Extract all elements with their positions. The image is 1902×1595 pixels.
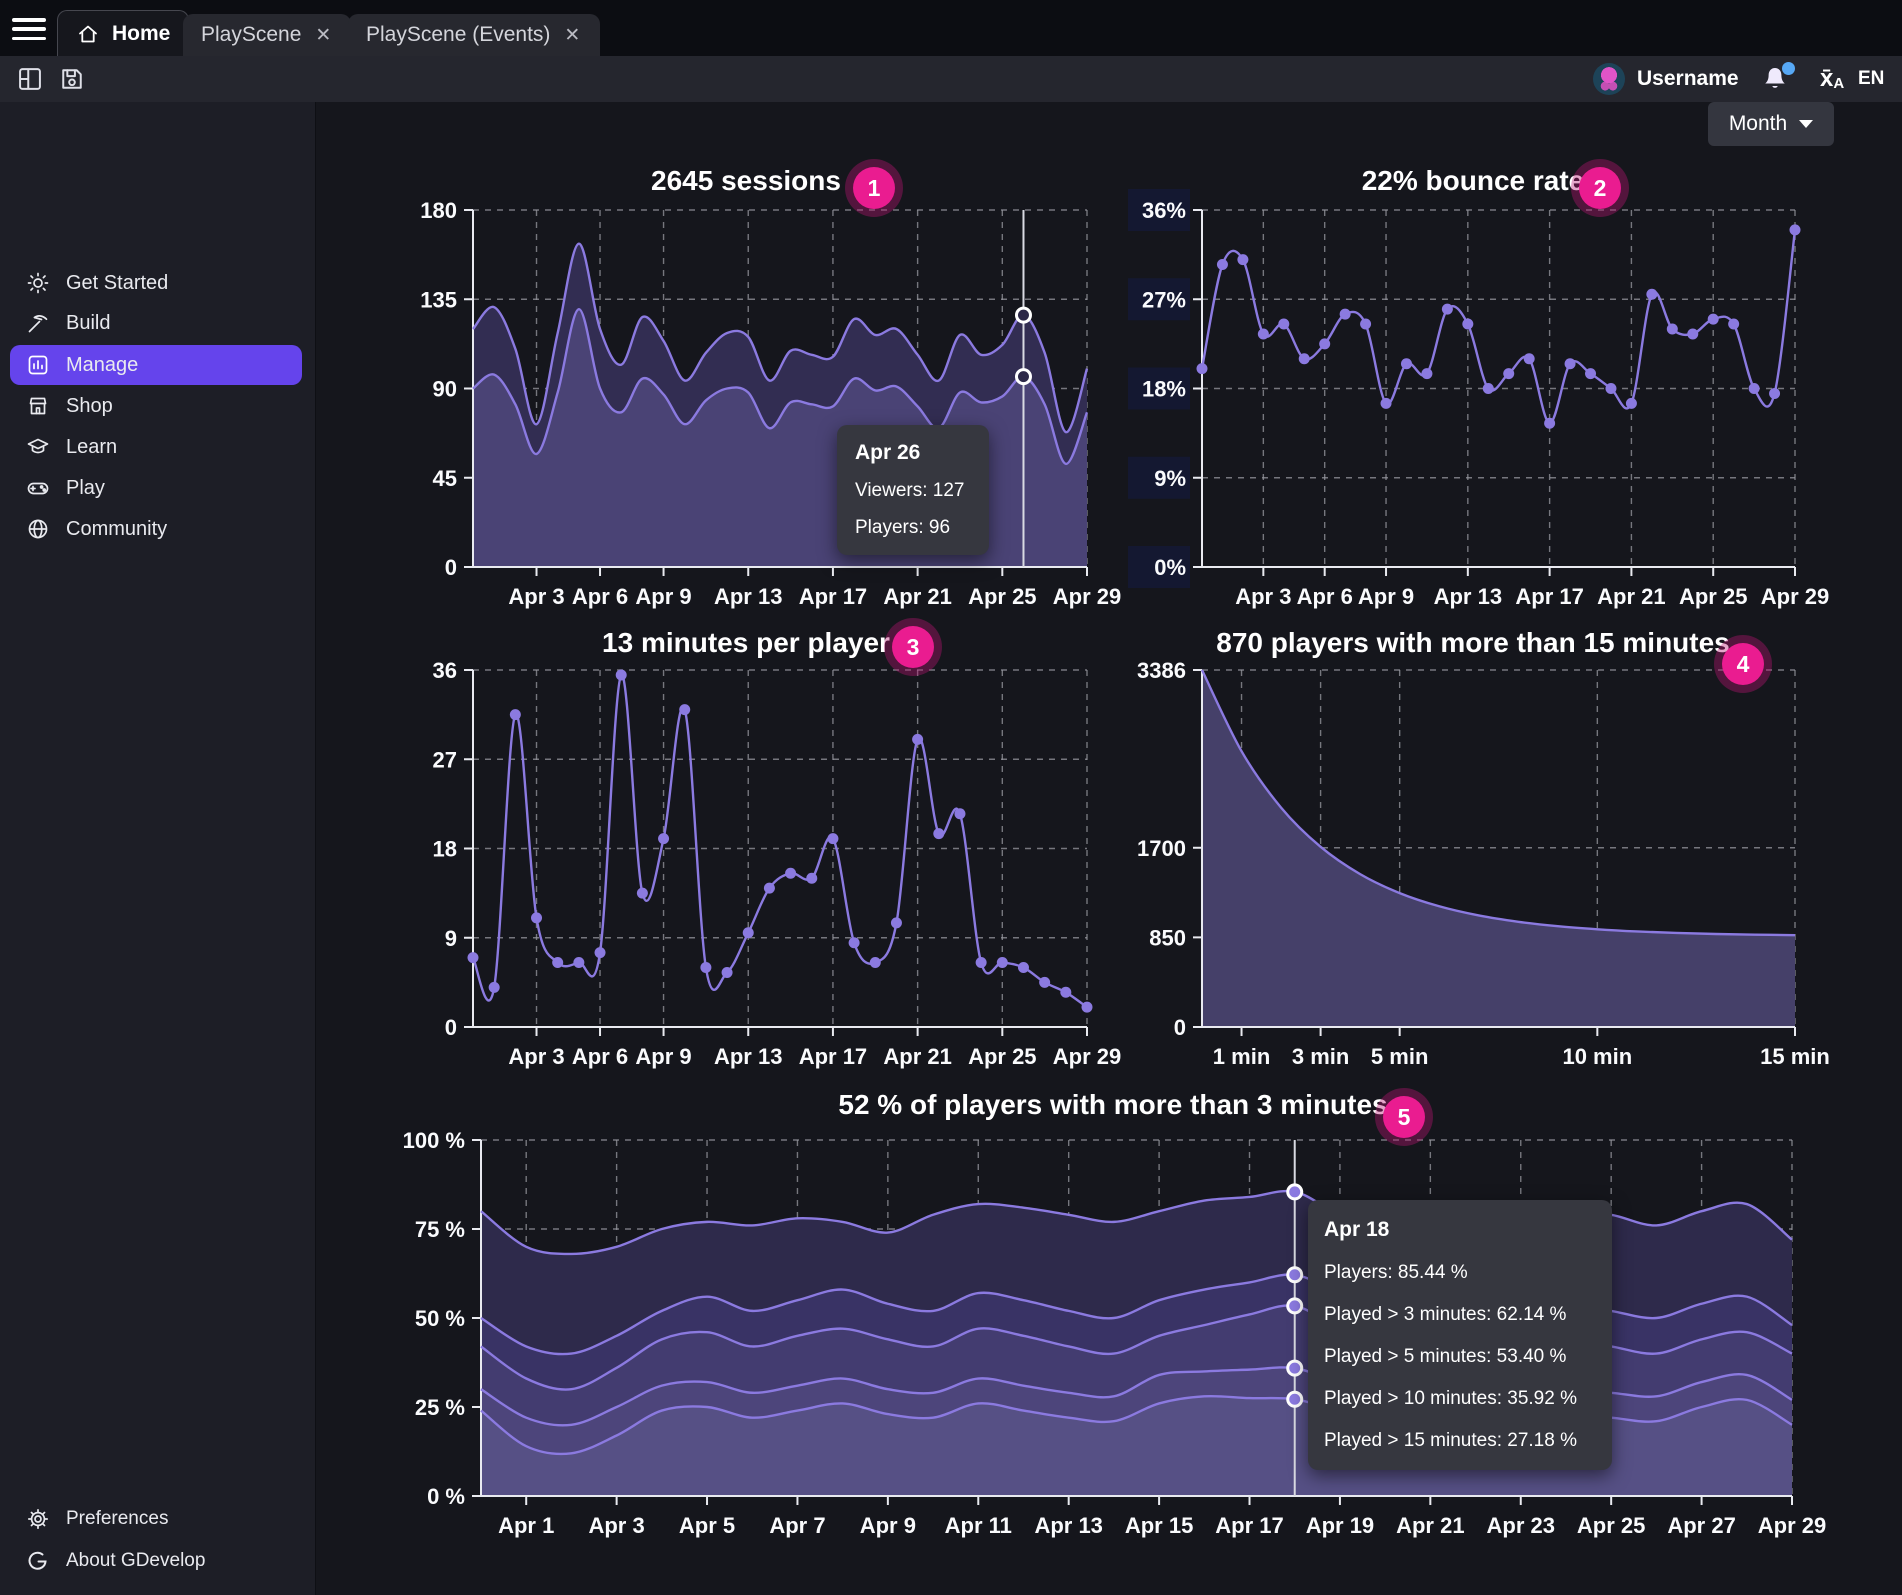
hamburger-icon xyxy=(12,36,46,40)
retention-chart-area[interactable] xyxy=(1202,670,1795,1027)
globe-icon xyxy=(28,519,48,539)
sidebar-item-manage[interactable]: Manage xyxy=(10,345,302,385)
notifications-bell-icon[interactable] xyxy=(1760,64,1790,94)
username-button[interactable]: Username xyxy=(1637,67,1739,90)
step-badge-5: 5 xyxy=(1383,1096,1425,1138)
chart-title-minutes-per-player: 13 minutes per player xyxy=(602,627,890,658)
bounce-rate-chart-area[interactable] xyxy=(1202,210,1795,567)
chart-title-retention: 870 players with more than 15 minutes xyxy=(1216,627,1730,658)
sidebar: Get Started Build Manage Shop Learn Play… xyxy=(0,102,316,1595)
sidebar-item-learn[interactable]: Learn xyxy=(0,427,315,467)
sidebar-item-label: About GDevelop xyxy=(66,1550,206,1571)
tooltip-line: Players: 96 xyxy=(855,517,951,538)
period-label: Month xyxy=(1728,112,1788,135)
chart-title-duration-share: 52 % of players with more than 3 minutes xyxy=(838,1089,1388,1120)
minutes-per-player-chart-area[interactable] xyxy=(473,670,1087,1027)
gear-icon xyxy=(27,1508,49,1530)
sidebar-item-label: Shop xyxy=(66,394,113,417)
chart-title-sessions: 2645 sessions xyxy=(651,165,841,196)
tab-label: PlayScene xyxy=(201,23,302,46)
close-icon[interactable]: ✕ xyxy=(315,24,332,46)
tooltip-line: Played > 5 minutes: 53.40 % xyxy=(1324,1346,1567,1367)
tab-playscene-events[interactable]: PlayScene (Events) ✕ xyxy=(348,14,601,56)
hamburger-icon xyxy=(12,18,46,22)
step-badge-2: 2 xyxy=(1579,167,1621,209)
sidebar-item-shop[interactable]: Shop xyxy=(0,386,315,426)
translate-icon[interactable]: x̄A xyxy=(1820,65,1845,93)
chart-icon xyxy=(28,355,48,375)
step-badge-1: 1 xyxy=(853,167,895,209)
sidebar-item-play[interactable]: Play xyxy=(0,468,315,508)
home-icon xyxy=(79,25,97,42)
tooltip-title: Apr 18 xyxy=(1324,1218,1390,1241)
notification-dot xyxy=(1782,62,1795,75)
tab-label: PlayScene (Events) xyxy=(366,23,551,46)
step-badge-4: 4 xyxy=(1722,643,1764,685)
sidebar-item-build[interactable]: Build xyxy=(0,303,315,343)
sidebar-item-preferences[interactable]: Preferences xyxy=(0,1499,315,1539)
close-icon[interactable]: ✕ xyxy=(564,24,581,46)
save-icon[interactable] xyxy=(58,65,86,93)
chart-tooltip: Apr 18 Players: 85.44 % Played > 3 minut… xyxy=(1308,1200,1612,1470)
gamepad-icon xyxy=(27,482,49,495)
tooltip-line: Played > 15 minutes: 27.18 % xyxy=(1324,1430,1577,1451)
storefront-icon xyxy=(29,397,47,415)
chevron-down-icon xyxy=(1799,120,1814,128)
tooltip-line: Played > 10 minutes: 35.92 % xyxy=(1324,1388,1577,1409)
layout-panels-icon[interactable] xyxy=(16,65,44,93)
hamburger-menu-button[interactable] xyxy=(12,18,46,40)
avatar[interactable] xyxy=(1593,63,1625,95)
tooltip-title: Apr 26 xyxy=(855,441,921,464)
sidebar-item-community[interactable]: Community xyxy=(0,509,315,549)
tab-label: Home xyxy=(112,21,171,45)
period-selector[interactable]: Month xyxy=(1708,102,1834,146)
sidebar-item-label: Learn xyxy=(66,435,118,458)
tab-playscene[interactable]: PlayScene ✕ xyxy=(183,14,352,56)
sidebar-item-label: Build xyxy=(66,311,111,334)
tooltip-line: Played > 3 minutes: 62.14 % xyxy=(1324,1304,1567,1325)
sidebar-item-get-started[interactable]: Get Started xyxy=(0,263,315,303)
step-badge-3: 3 xyxy=(892,626,934,668)
tooltip-line: Viewers: 127 xyxy=(855,480,965,501)
sidebar-item-label: Preferences xyxy=(66,1508,169,1529)
sidebar-item-label: Manage xyxy=(66,353,139,376)
tooltip-line: Players: 85.44 % xyxy=(1324,1262,1468,1283)
hamburger-icon xyxy=(12,27,46,31)
chart-title-bounce-rate: 22% bounce rate xyxy=(1361,165,1585,196)
sidebar-item-about-gdevelop[interactable]: About GDevelop xyxy=(0,1541,315,1581)
sessions-chart-area[interactable] xyxy=(473,210,1087,567)
toolbar: Username x̄A EN xyxy=(0,56,1902,102)
sidebar-item-label: Play xyxy=(66,476,105,499)
tab-strip: Home PlayScene ✕ PlayScene (Events) ✕ xyxy=(0,0,1902,56)
pickaxe-icon xyxy=(28,315,48,333)
sidebar-item-label: Community xyxy=(66,517,168,540)
sun-icon xyxy=(27,272,49,294)
tab-home[interactable]: Home xyxy=(57,10,190,56)
graduation-cap-icon xyxy=(27,438,49,454)
sidebar-item-label: Get Started xyxy=(66,271,169,294)
language-code[interactable]: EN xyxy=(1858,68,1885,89)
gdevelop-icon xyxy=(28,1551,47,1570)
chart-tooltip: Apr 26 Viewers: 127 Players: 96 xyxy=(837,425,989,555)
